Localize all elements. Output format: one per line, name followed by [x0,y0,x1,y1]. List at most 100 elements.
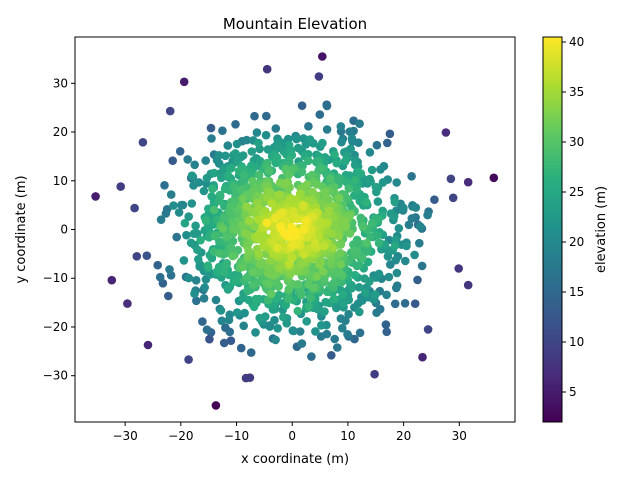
data-point [463,177,473,187]
colorbar-tick-label: 5 [569,385,577,399]
data-point [338,290,348,299]
data-point [214,151,224,160]
data-point [415,238,424,248]
y-tick-label: −10 [43,271,68,285]
data-point [373,197,383,206]
data-point [272,277,281,287]
data-point [367,165,377,175]
data-point [295,327,305,336]
data-point [262,64,272,74]
data-point [317,321,326,330]
data-point [345,127,355,136]
data-point [383,138,392,148]
data-point [249,302,259,312]
data-point [299,250,309,259]
data-point [272,153,282,162]
data-point [324,206,334,216]
data-point [489,173,499,183]
data-point [239,165,249,174]
data-point [322,329,332,339]
data-point [138,138,148,147]
data-point [251,328,260,337]
data-point [299,225,309,235]
data-point [264,187,273,197]
data-point [415,222,425,231]
data-point [411,203,421,212]
data-point [161,209,171,218]
data-point [357,296,367,305]
data-point [226,202,236,211]
data-point [199,294,209,303]
data-point [322,101,332,111]
data-point [362,198,371,207]
data-point [252,128,262,137]
data-point [275,263,285,272]
data-point [272,243,282,253]
data-point [407,214,417,223]
data-point [190,160,199,170]
data-point [362,247,371,256]
y-tick-label: 20 [53,125,68,139]
y-axis-ticks: −30 −20 −10 0 10 20 30 [43,76,75,383]
data-point [208,184,217,194]
data-point [370,369,379,379]
data-point [352,185,361,194]
data-point [190,289,199,299]
data-point [346,144,356,154]
x-tick-label: 30 [452,429,467,443]
data-point [267,289,276,299]
data-point [186,238,196,248]
data-point [372,231,382,240]
data-point [365,174,375,184]
data-point [255,267,265,276]
data-point [174,208,184,217]
data-point [198,317,207,326]
data-point [385,129,395,139]
data-point [224,283,233,293]
data-point [165,265,174,274]
data-point [316,163,326,173]
data-point [240,308,249,318]
data-point [221,248,231,258]
data-point [314,72,324,81]
data-point [410,299,420,309]
data-point [263,269,273,278]
data-point [273,142,283,151]
data-point [123,299,132,308]
data-point [277,208,287,218]
data-point [203,261,213,271]
data-point [302,180,312,189]
data-point [336,260,346,269]
data-point [172,232,181,242]
data-point [231,149,240,158]
data-point [312,180,322,189]
x-tick-label: 0 [288,429,296,443]
data-point [404,220,414,230]
data-point [292,214,302,224]
data-point [334,231,344,241]
data-point [184,355,193,364]
x-tick-label: 10 [340,429,355,443]
data-point [223,141,233,150]
colorbar-tick-label: 20 [569,235,584,249]
data-point [222,259,232,268]
data-point [246,348,256,357]
data-point [261,130,271,140]
data-point [391,255,401,265]
data-point [326,259,336,269]
data-point [392,268,402,278]
data-point [330,334,340,344]
data-point [267,198,277,208]
colorbar-ticks: 5 10 15 20 25 30 35 40 [562,35,584,399]
data-point [196,235,205,245]
data-point [297,167,307,177]
data-point [202,325,212,335]
data-point [245,216,254,225]
data-point [255,260,265,269]
data-point [314,230,323,240]
data-point [160,181,169,190]
data-point [358,253,367,263]
y-tick-label: −20 [43,320,68,334]
data-point [168,156,177,165]
